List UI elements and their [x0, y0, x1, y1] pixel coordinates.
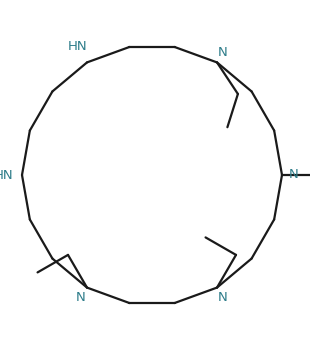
Text: HN: HN: [0, 168, 14, 181]
Text: N: N: [218, 292, 228, 305]
Text: N: N: [289, 168, 299, 181]
Text: N: N: [218, 46, 228, 59]
Text: N: N: [76, 292, 86, 305]
Text: HN: HN: [68, 40, 88, 53]
